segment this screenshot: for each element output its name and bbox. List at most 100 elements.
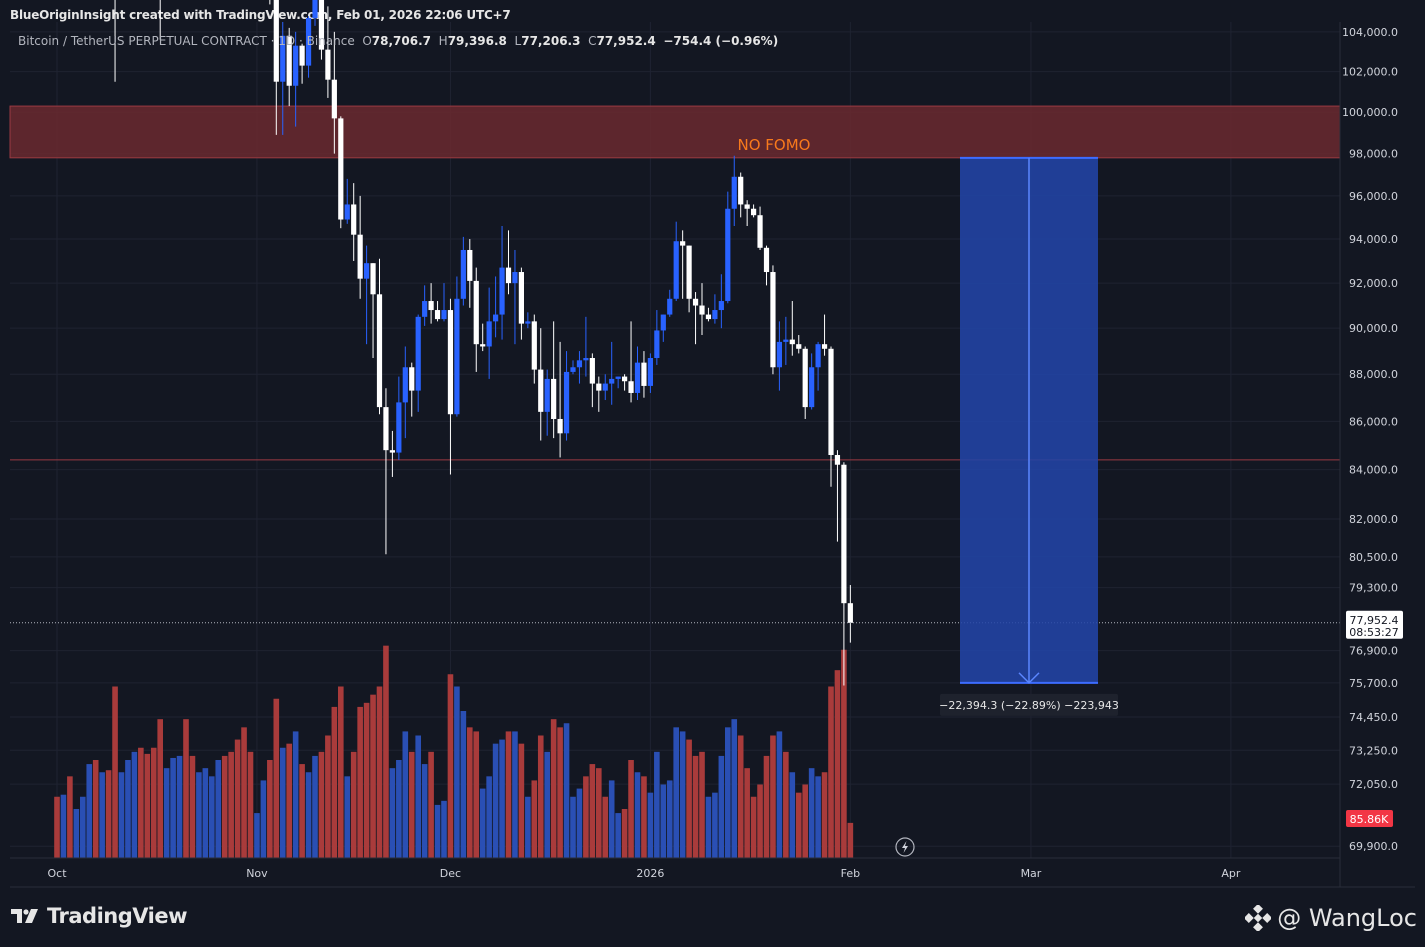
time-tick-label: Nov [246, 867, 268, 880]
price-tick-label: 94,000.0 [1349, 233, 1398, 246]
last-price-value: 77,952.4 [1350, 614, 1399, 627]
price-tick-label: 90,000.0 [1349, 322, 1398, 335]
volume-bar [731, 719, 738, 858]
price-tick-label: 80,500.0 [1349, 551, 1398, 564]
time-tick-label: Apr [1221, 867, 1241, 880]
price-tick-label: 100,000.0 [1342, 106, 1398, 119]
volume-bar [125, 760, 131, 858]
volume-bar [428, 751, 434, 858]
volume-bar [608, 780, 615, 858]
candle-body [738, 176, 744, 205]
tradingview-wordmark: TradingView [47, 904, 187, 928]
volume-badge-value: 85.86K [1350, 813, 1389, 826]
measure-tool[interactable]: −22,394.3 (−22.89%) −223,943 [939, 156, 1119, 716]
volume-bar [783, 751, 789, 858]
price-tick-label: 75,700.0 [1349, 677, 1398, 690]
volume-bar [279, 747, 286, 858]
price-tick-label: 69,900.0 [1349, 840, 1398, 853]
open-label: O [362, 34, 372, 48]
price-tick-label: 79,300.0 [1349, 582, 1398, 595]
measure-label-box [940, 693, 1118, 716]
volume-bar [396, 760, 402, 858]
chart-credit: BlueOriginInsight created with TradingVi… [10, 8, 511, 22]
volume-bar [415, 735, 421, 858]
countdown-value: 08:53:27 [1349, 626, 1398, 639]
volume-bar [54, 796, 60, 858]
candle-body [389, 450, 395, 453]
symbol-name[interactable]: Bitcoin / TetherUS PERPETUAL CONTRACT · … [18, 34, 355, 48]
candle-body [815, 344, 821, 368]
candle-body [634, 362, 641, 393]
volume-bar [434, 804, 441, 858]
candle-body [667, 298, 673, 315]
price-tick-label: 86,000.0 [1349, 415, 1398, 428]
volume-bar [189, 755, 196, 858]
candle-body [447, 310, 454, 415]
volume-bar [686, 739, 692, 858]
volume-bar [705, 796, 712, 858]
volume-bar [228, 751, 234, 858]
change-value: −754.4 (−0.96%) [663, 34, 779, 48]
candle-body [763, 247, 770, 273]
candle-body [770, 272, 776, 368]
price-tick-label: 92,000.0 [1349, 277, 1398, 290]
volume-bars [54, 645, 854, 858]
volume-bar [183, 719, 189, 858]
candle-body [751, 208, 757, 216]
volume-bar [331, 706, 338, 858]
volume-bar [763, 755, 770, 858]
candle-body [789, 339, 795, 345]
price-tick-label: 88,000.0 [1349, 368, 1398, 381]
candle-body [376, 294, 383, 408]
volume-bar [60, 794, 67, 858]
tradingview-logo-icon [11, 909, 38, 923]
volume-bar [344, 776, 351, 858]
no-fomo-zone[interactable] [9, 105, 1341, 159]
measure-label: −22,394.3 (−22.89%) −223,943 [939, 699, 1119, 712]
candle-body [441, 310, 447, 320]
candle-body [834, 455, 841, 465]
candle-body [396, 402, 402, 453]
volume-bar [86, 764, 93, 858]
candle-body [641, 362, 647, 386]
candle-body [409, 367, 415, 391]
volume-bar [402, 731, 409, 858]
volume-bar [789, 772, 796, 858]
volume-bar [144, 753, 151, 858]
volume-bar [544, 751, 550, 858]
open-value: 78,706.7 [371, 34, 432, 48]
volume-bar [467, 727, 473, 858]
zone-label: NO FOMO [738, 136, 811, 154]
candle-body [847, 603, 853, 623]
volume-bar [305, 772, 312, 858]
candle-body [660, 314, 666, 331]
tradingview-logo[interactable]: TradingView [11, 904, 187, 928]
volume-bar [596, 768, 602, 858]
volume-bar [318, 751, 325, 858]
volume-bar [744, 768, 750, 858]
price-tick-label: 73,250.0 [1349, 744, 1398, 757]
candle-body [518, 272, 524, 324]
volume-bar [776, 731, 783, 858]
diamond-logo-icon [1245, 905, 1272, 931]
candle-body [622, 376, 628, 382]
volume-bar [525, 796, 531, 858]
volume-bar [563, 723, 570, 858]
candle-body [551, 378, 557, 419]
volume-bar [370, 694, 376, 858]
candle-body [467, 249, 473, 281]
volume-bar [241, 727, 247, 858]
volume-bar [479, 788, 486, 858]
volume-bar [634, 772, 641, 858]
lightning-icon[interactable] [895, 837, 915, 857]
candle-body [757, 215, 763, 248]
candle-body [351, 204, 357, 235]
close-label: C [588, 34, 597, 48]
price-tick-label: 72,050.0 [1349, 778, 1398, 791]
volume-bar [737, 735, 744, 858]
candle-body [744, 204, 750, 209]
candle-body [312, 0, 318, 19]
time-tick-label: Oct [47, 867, 67, 880]
candle-body [718, 301, 724, 311]
